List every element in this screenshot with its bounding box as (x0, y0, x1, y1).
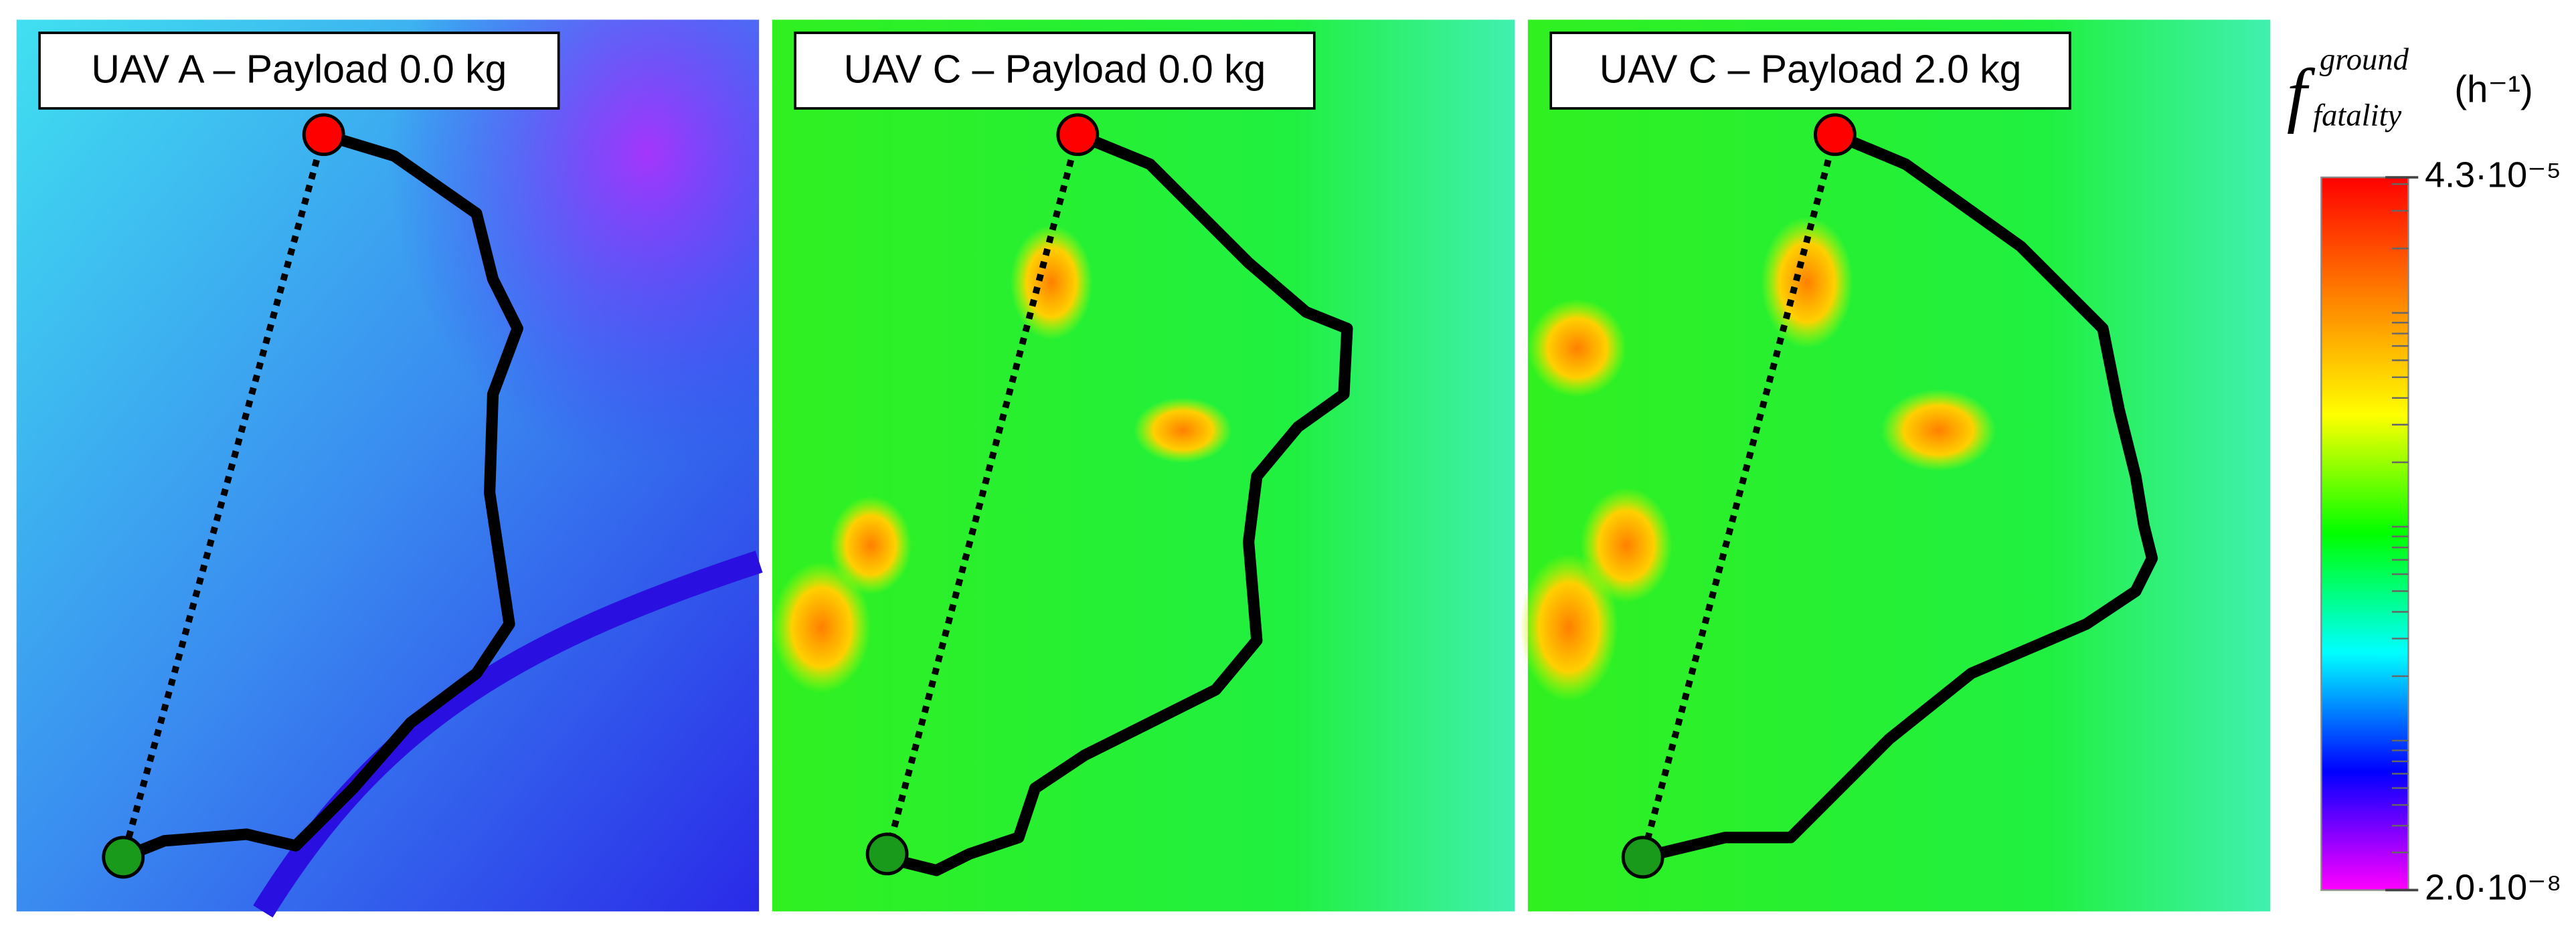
start-point (1813, 113, 1857, 157)
risk-hotspot (1527, 298, 1627, 398)
direct-path (1639, 134, 1838, 858)
start-point (1056, 113, 1100, 157)
colorbar (2320, 176, 2409, 891)
risk-hotspot (1010, 225, 1093, 341)
risk-map (772, 19, 1515, 912)
direct-path (883, 134, 1082, 855)
colorbar-ticks: 4.3·10⁻⁵ 2.0·10⁻⁸ (2385, 155, 2561, 908)
start-point (302, 113, 345, 157)
panel-title: UAV A – Payload 0.0 kg (91, 48, 507, 92)
end-point (865, 832, 909, 876)
title-box (794, 31, 1316, 110)
panel: UAV C – Payload 0.0 kg (772, 19, 1515, 912)
title-box (1549, 31, 2071, 110)
colorbar-symbol: f (2287, 55, 2316, 134)
panel-title: UAV C – Payload 0.0 kg (844, 48, 1266, 92)
optimal-path (1641, 129, 2158, 863)
risk-hotspot (829, 496, 912, 595)
title-box (38, 31, 560, 110)
risk-hotspot (772, 561, 871, 693)
end-point (1621, 836, 1664, 879)
risk-hotspot (1133, 397, 1233, 464)
colorbar-unit: (h⁻¹) (2454, 68, 2533, 110)
risk-map (1527, 19, 2271, 912)
colorbar-superscript: ground (2320, 42, 2409, 77)
risk-hotspot (1881, 389, 1996, 472)
optimal-path (884, 129, 1353, 876)
panel-title: UAV C – Payload 2.0 kg (1600, 48, 2022, 92)
colorbar-subscript: fatality (2313, 98, 2401, 132)
river (253, 551, 763, 918)
panel: UAV C – Payload 2.0 kg (1519, 19, 2271, 912)
optimal-path (121, 129, 523, 863)
tick-label: 4.3·10⁻⁵ (2425, 155, 2561, 195)
risk-hotspot (1580, 488, 1672, 603)
panel: UAV A – Payload 0.0 kg (16, 19, 763, 918)
tick-label: 2.0·10⁻⁸ (2425, 868, 2561, 908)
risk-hotspot (1519, 553, 1618, 702)
end-point (102, 836, 145, 879)
